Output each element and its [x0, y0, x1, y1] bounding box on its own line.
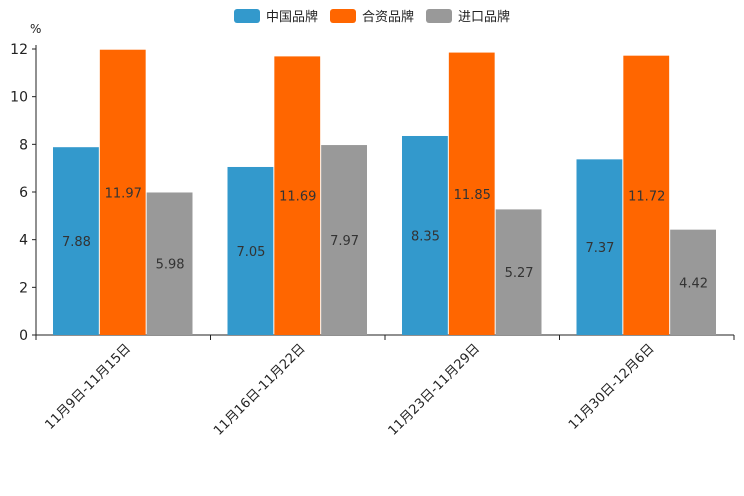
y-tick-label: 4 — [19, 233, 28, 249]
bar-进口品牌-4 — [670, 229, 716, 335]
bar-合资品牌-4 — [623, 55, 670, 335]
legend-swatch — [330, 9, 356, 23]
value-label: 11.85 — [454, 188, 491, 203]
legend-swatch — [234, 9, 260, 23]
y-axis-unit-label: % — [30, 22, 41, 36]
bar-中国品牌-4 — [576, 159, 623, 335]
x-tick-label: 11月23日-11月29日 — [386, 341, 483, 438]
bar-中国品牌-1 — [53, 147, 99, 335]
legend-label: 中国品牌 — [266, 9, 318, 25]
y-tick-label: 2 — [19, 280, 28, 296]
bar-进口品牌-1 — [146, 192, 193, 335]
value-label: 5.98 — [156, 258, 185, 273]
y-tick-label: 12 — [10, 42, 28, 58]
bar-进口品牌-2 — [321, 145, 367, 335]
y-tick-label: 8 — [19, 137, 28, 153]
bar-中国品牌-2 — [227, 166, 274, 335]
value-labels: 7.88 7.05 8.35 7.37 11.97 11.69 11.85 11.72 5.98… — [62, 186, 708, 291]
legend-swatch — [426, 9, 452, 23]
value-label: 11.72 — [628, 189, 665, 204]
x-axis: 11月9日-11月15日 11月16日-11月22日 11月23日-11月29日 11… — [35, 334, 735, 439]
x-tick-label: 11月30日-12月6日 — [566, 341, 658, 433]
y-axis: 0 2 4 6 8 10 12 — [10, 42, 37, 344]
bar-合资品牌-3 — [448, 52, 495, 335]
x-tick-label: 11月16日-11月22日 — [211, 341, 308, 438]
y-tick-label: 6 — [19, 185, 28, 201]
bar-进口品牌-3 — [495, 209, 542, 335]
value-label: 5.27 — [505, 266, 534, 281]
value-label: 7.05 — [236, 245, 265, 260]
value-label: 7.97 — [330, 234, 359, 249]
value-label: 8.35 — [411, 229, 440, 244]
bar-中国品牌-3 — [402, 135, 448, 335]
value-label: 11.97 — [105, 186, 142, 201]
bar-合资品牌-1 — [99, 49, 146, 336]
x-tick-label: 11月9日-11月15日 — [42, 341, 134, 433]
value-label: 4.42 — [679, 276, 708, 291]
legend: 中国品牌 合资品牌 进口品牌 — [234, 9, 510, 25]
y-tick-label: 0 — [19, 328, 28, 344]
value-label: 7.88 — [62, 235, 91, 250]
bar-合资品牌-2 — [274, 56, 321, 335]
value-label: 7.37 — [585, 241, 614, 256]
y-tick-label: 10 — [10, 90, 28, 106]
legend-label: 进口品牌 — [458, 9, 510, 25]
value-label: 11.69 — [279, 190, 316, 205]
legend-label: 合资品牌 — [362, 9, 414, 25]
bars — [53, 49, 716, 336]
